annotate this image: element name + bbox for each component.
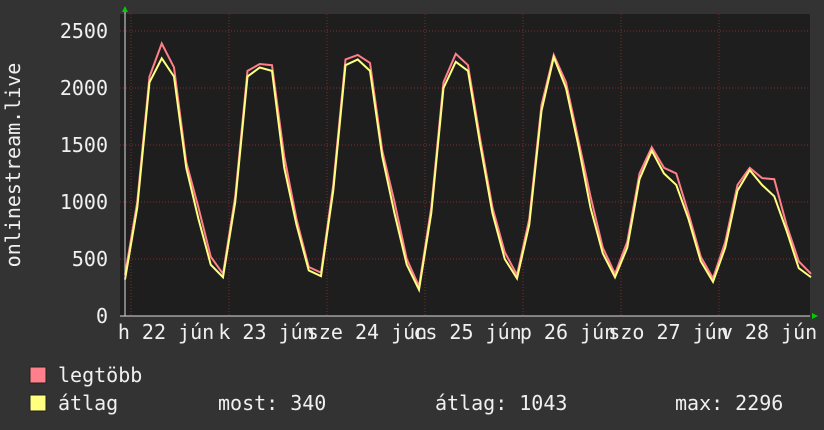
x-tick-label: v 28 jún	[721, 320, 817, 344]
y-tick-label: 0	[96, 304, 108, 328]
stat-value: 340	[290, 391, 326, 415]
y-axis-label: onlinestream.live	[1, 63, 25, 268]
legend-label: legtöbb	[58, 363, 142, 387]
legend-swatch	[29, 366, 47, 384]
y-tick-label: 1500	[60, 133, 108, 157]
x-tick-label: cs 25 jún	[413, 320, 521, 344]
x-tick-label: h 22 jún	[118, 320, 214, 344]
series-line	[124, 53, 812, 294]
y-tick-label: 500	[72, 247, 108, 271]
x-tick-label: szo 27 jún	[608, 320, 728, 344]
x-tick-label: p 26 jún	[520, 320, 616, 344]
axis-arrow	[122, 6, 128, 12]
x-tick-label: k 23 jún	[218, 320, 314, 344]
axis-arrow	[812, 313, 818, 319]
y-tick-label: 1000	[60, 190, 108, 214]
x-tick-label: sze 24 jún	[307, 320, 427, 344]
stat-value: 2296	[735, 391, 783, 415]
stat-label: most:	[218, 391, 278, 415]
stat-value: 1043	[519, 391, 567, 415]
stat-label: max:	[675, 391, 723, 415]
y-tick-label: 2000	[60, 76, 108, 100]
stat-label: átlag:	[435, 391, 507, 415]
y-tick-label: 2500	[60, 19, 108, 43]
plot-area	[120, 14, 810, 316]
legend-label: átlag	[58, 391, 118, 415]
legend-swatch	[29, 394, 47, 412]
